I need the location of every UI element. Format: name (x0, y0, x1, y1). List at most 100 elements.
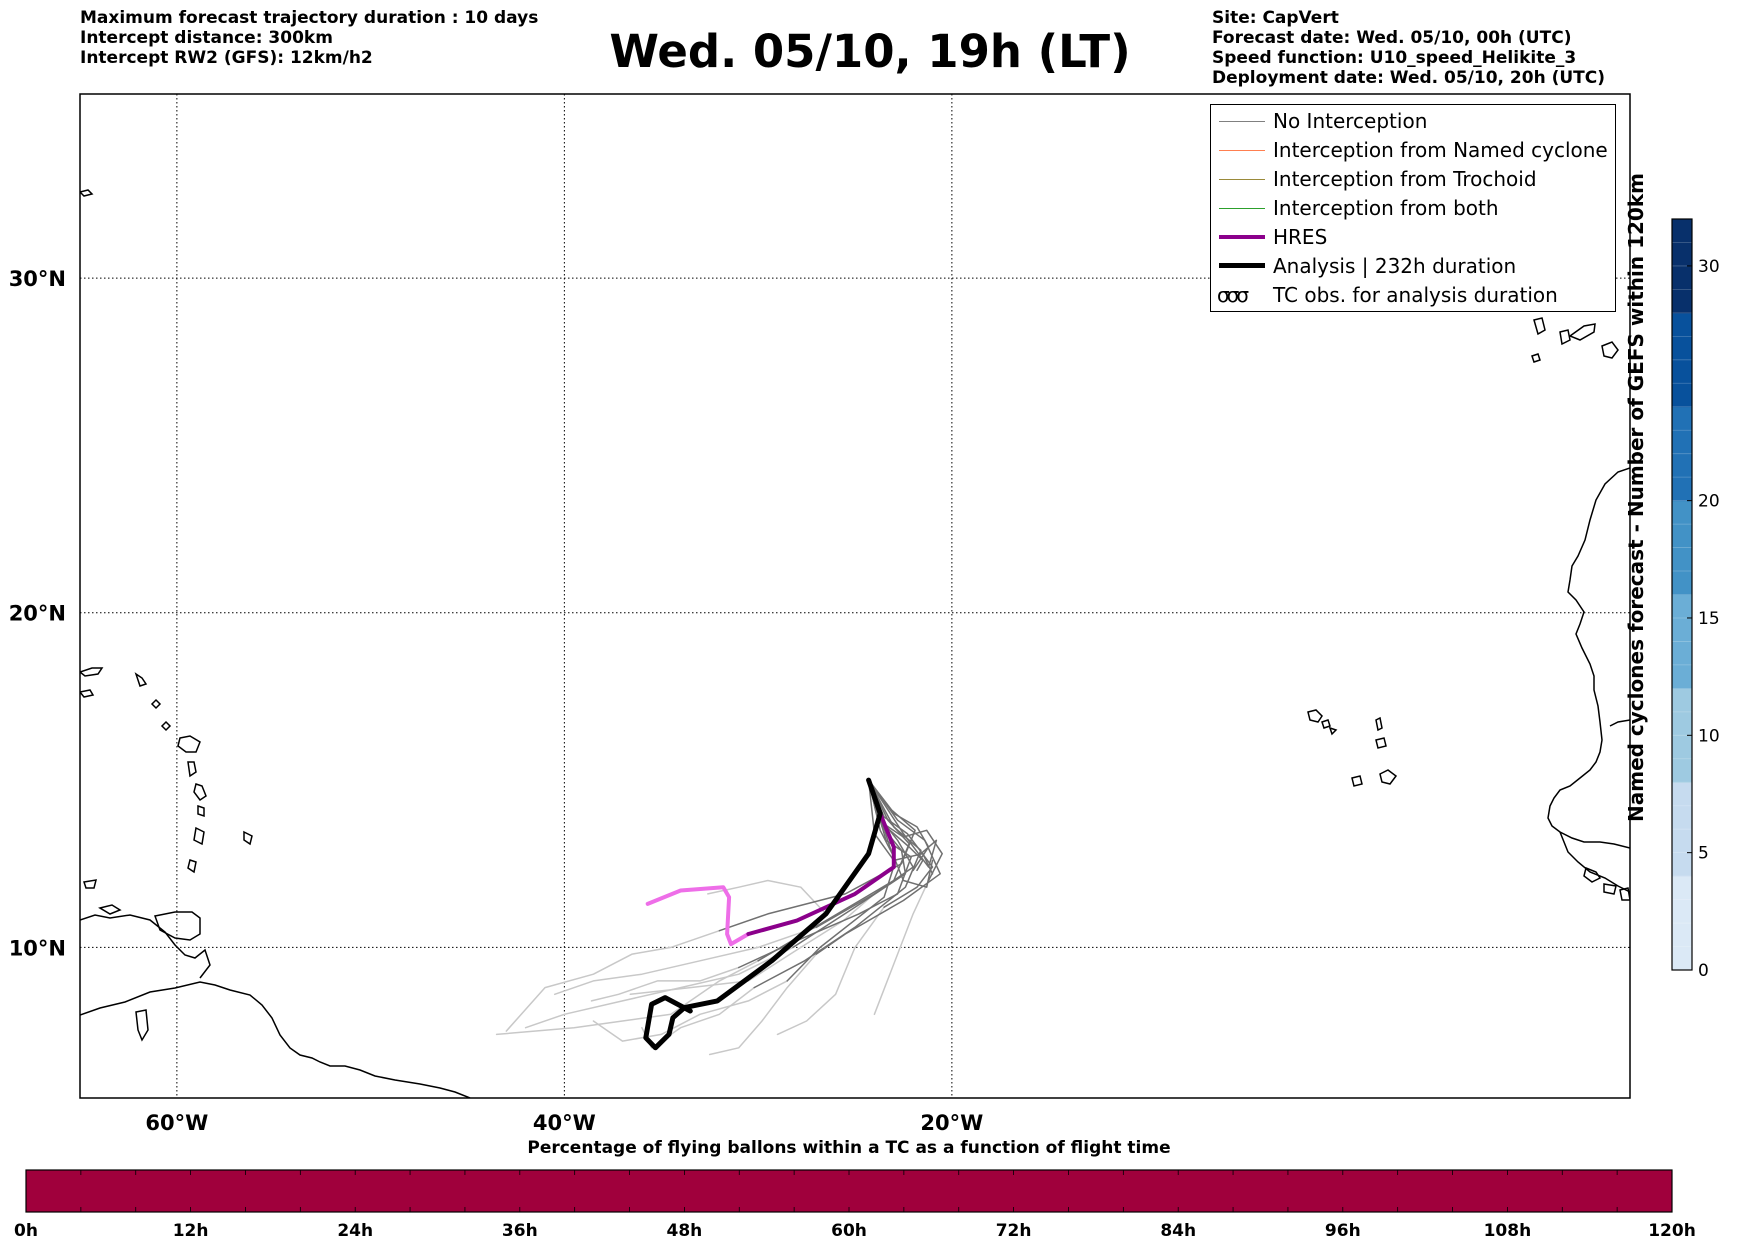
africa-coast (1547, 467, 1630, 849)
canary-island (1533, 317, 1546, 336)
madeira-island (80, 189, 94, 197)
colorbar-segment (1672, 500, 1692, 595)
legend: No Interception Interception from Named … (1210, 104, 1616, 312)
flight-time-colorbar: 0h 12h 24h 36h 48h 60h 72h 84h 96h 108h 120h (14, 1169, 1696, 1241)
colorbar-tick-label: 5 (1698, 844, 1709, 864)
lon-tick-label: 60°W (145, 1111, 208, 1135)
south-america-coast (80, 981, 471, 1098)
cape-verde-island (1375, 737, 1387, 749)
gefs-trajectory-late (873, 879, 930, 1016)
flight-time-tick-label: 108h (1484, 1221, 1532, 1241)
lat-tick-label: 10°N (9, 936, 66, 960)
colorbar-segment (1672, 876, 1692, 971)
forecast-date-text: Forecast date: Wed. 05/10, 00h (UTC) (1212, 28, 1572, 48)
legend-label: HRES (1273, 225, 1328, 249)
gefs-trajectory-late (553, 926, 818, 996)
colorbar-label: Named cyclones forecast - Number of GEFS… (1624, 173, 1648, 822)
flight-time-tick-label: 60h (831, 1221, 867, 1241)
cape-verde-island (1307, 709, 1323, 723)
legend-label: Interception from Trochoid (1273, 167, 1537, 191)
cape-verde-island (1328, 726, 1338, 736)
africa-coast-guinea (1609, 719, 1630, 727)
antilles-island (243, 830, 253, 846)
legend-label: Interception from both (1273, 196, 1499, 220)
flight-time-tick-label: 24h (337, 1221, 373, 1241)
antilles-island (193, 783, 207, 802)
site-parameters: Site: CapVert Forecast date: Wed. 05/10,… (1212, 8, 1605, 88)
gefs-trajectory-late (505, 929, 721, 1032)
colorbar-segment (1672, 406, 1692, 502)
canary-island (1601, 341, 1619, 359)
gefs-trajectory-late (776, 906, 885, 1036)
gefs-trajectory (815, 779, 941, 955)
colorbar-segment (1672, 219, 1692, 314)
antilles-island (80, 689, 95, 698)
gefs-trajectory-late (592, 980, 788, 1042)
legend-item-tc-obs: σσσ TC obs. for analysis duration (1211, 281, 1615, 310)
bissau-islands (1583, 866, 1602, 883)
intercept-distance-text: Intercept distance: 300km (80, 28, 333, 48)
deployment-date-text: Deployment date: Wed. 05/10, 20h (UTC) (1212, 68, 1606, 88)
cape-verde-island (1321, 719, 1331, 729)
legend-item-hres: HRES (1211, 223, 1615, 252)
graticule (80, 94, 1630, 1098)
legend-swatch (1219, 150, 1265, 151)
legend-item-analysis: Analysis | 232h duration (1211, 252, 1615, 281)
colorbar-segment (1672, 312, 1692, 408)
gefs-trajectory (867, 779, 938, 868)
legend-label: TC obs. for analysis duration (1273, 283, 1558, 307)
max-duration-text: Maximum forecast trajectory duration : 1… (80, 8, 539, 28)
gefs-trajectory-late (590, 966, 740, 1002)
cyclone-rings-icon: σσσ (1217, 283, 1249, 307)
gefs-trajectory (753, 779, 922, 989)
canary-island (1568, 323, 1596, 341)
flight-time-tick-label: 48h (667, 1221, 703, 1241)
cape-verde-island (1375, 716, 1383, 732)
flight-time-tick-label: 120h (1648, 1221, 1696, 1241)
bissau-islands (1619, 887, 1630, 901)
legend-item-named-cyclone: Interception from Named cyclone (1211, 136, 1615, 165)
gefs-trajectory-late (495, 960, 759, 1036)
legend-label: Analysis | 232h duration (1273, 254, 1517, 278)
antilles-island (187, 859, 197, 874)
colorbar-tick-label: 20 (1698, 492, 1720, 512)
antilles-island (134, 672, 148, 687)
gefs-trajectory-late (707, 879, 827, 915)
legend-swatch (1219, 235, 1265, 239)
flight-time-tick-label: 12h (173, 1221, 209, 1241)
flight-time-tick-label: 36h (502, 1221, 538, 1241)
antilles-island (135, 1009, 149, 1042)
legend-swatch (1219, 208, 1265, 209)
flight-time-tick-label: 84h (1160, 1221, 1196, 1241)
legend-item-trochoid: Interception from Trochoid (1211, 165, 1615, 194)
antilles-island (150, 698, 162, 710)
canary-island (1531, 353, 1541, 363)
legend-item-both: Interception from both (1211, 194, 1615, 223)
trinidad-island (154, 911, 201, 941)
axis-labels: 60°W 40°W 20°W 30°N 20°N 10°N (9, 267, 984, 1135)
trajectories (495, 777, 943, 1056)
legend-label: Interception from Named cyclone (1273, 138, 1608, 162)
canary-island (1559, 329, 1571, 346)
legend-swatch (1219, 263, 1265, 268)
flight-time-colorbar-title: Percentage of flying ballons within a TC… (527, 1138, 1171, 1158)
intercept-rw2-text: Intercept RW2 (GFS): 12km/h2 (80, 48, 373, 68)
colorbar-fill (26, 1170, 1672, 1212)
cape-verde-island (1379, 769, 1398, 785)
venezuela-gulf (80, 914, 211, 979)
bissau-islands (1603, 883, 1617, 895)
map-frame (79, 93, 1631, 1099)
analysis-trajectory (643, 777, 883, 1051)
legend-label: No Interception (1273, 109, 1428, 133)
legend-swatch (1219, 179, 1265, 180)
antilles-island (193, 826, 205, 846)
coastlines (80, 189, 1630, 1098)
map-title: Wed. 05/10, 19h (LT) (609, 25, 1131, 78)
legend-item-no-interception: No Interception (1211, 107, 1615, 136)
speed-function-text: Speed function: U10_speed_Helikite_3 (1212, 48, 1577, 68)
antilles-island (177, 735, 201, 753)
antilles-island (187, 761, 197, 778)
antilles-island (197, 804, 205, 818)
lat-tick-label: 30°N (9, 267, 66, 291)
lon-tick-label: 40°W (533, 1111, 596, 1135)
